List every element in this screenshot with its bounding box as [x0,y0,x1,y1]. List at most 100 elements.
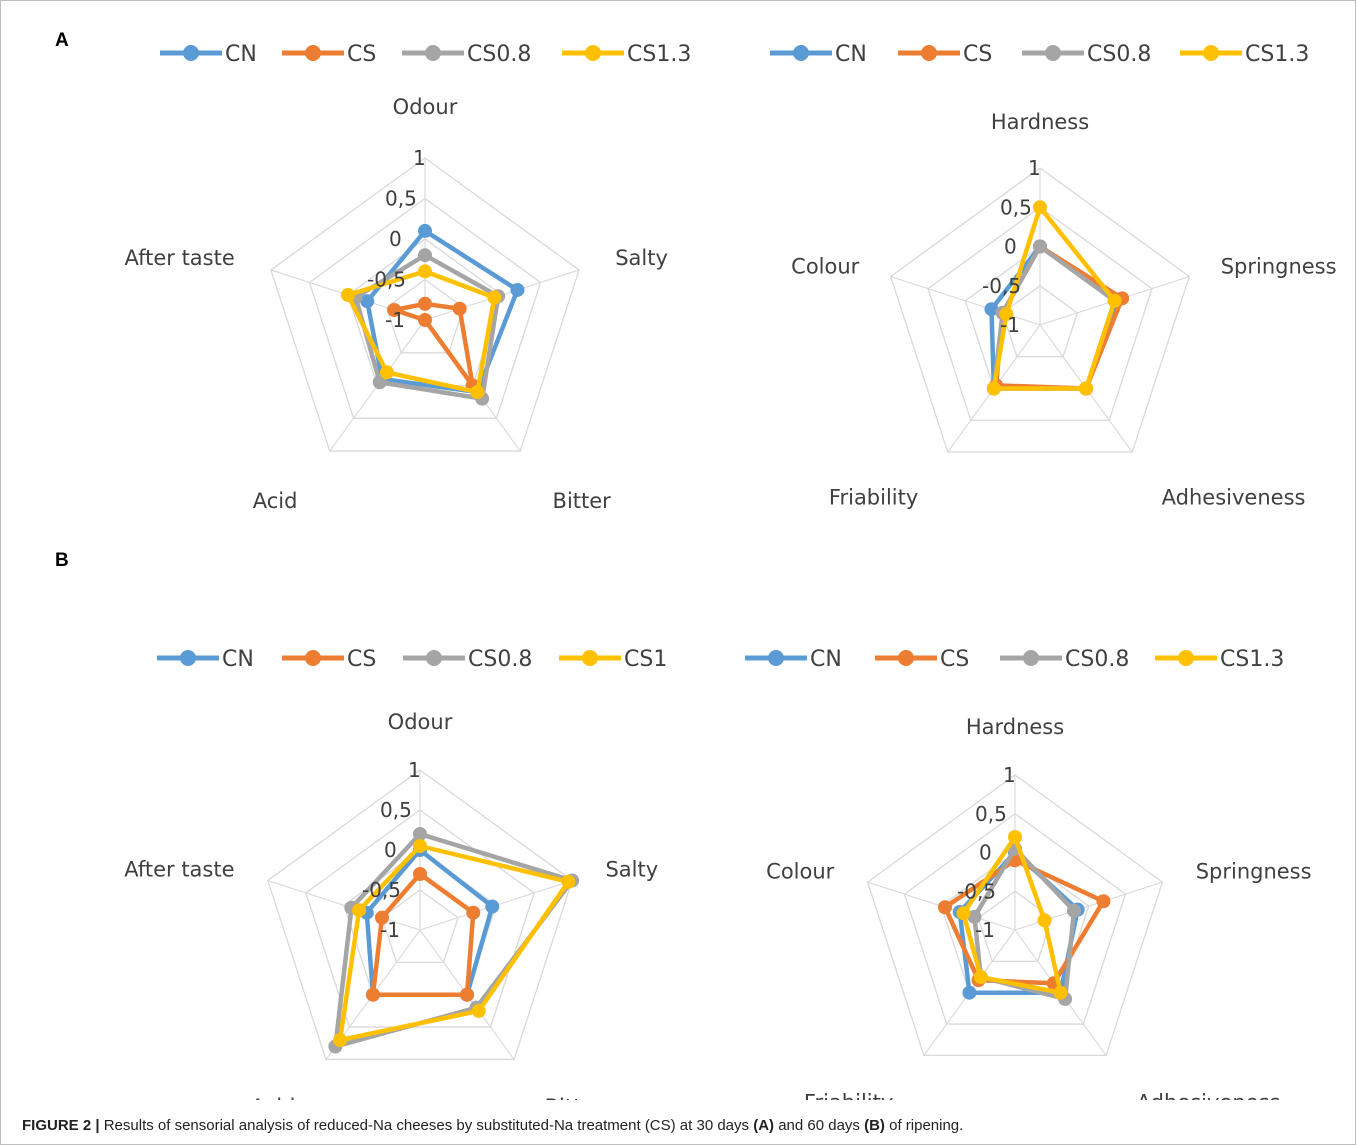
legend-item: CS1 [559,647,667,672]
axis-label: Bitter [545,1095,604,1100]
caption-text-1: Results of sensorial analysis of reduced… [99,1117,754,1134]
legend-item: CS [875,647,969,672]
legend-item: CS0.8 [1022,42,1151,67]
legend-label: CS [347,647,376,672]
data-point [487,290,502,305]
series-line [364,228,520,395]
data-point [413,827,427,841]
axis-label: Colour [766,859,835,883]
tick-label: -0,5 [982,274,1021,298]
axis-label: Springness [1221,254,1337,278]
series-line [972,846,1077,1002]
axis-label: Salty [605,858,658,882]
data-point [387,302,402,317]
data-point [1079,381,1094,396]
axis-label: Hardness [966,715,1064,739]
caption-text-3: of ripening. [884,1117,964,1134]
tick-label: 0 [389,227,402,251]
tick-label: -1 [385,308,405,332]
legend-item: CN [770,42,867,67]
legend-item: CN [160,42,257,67]
tick-label: -1 [1000,313,1020,337]
legend-label: CN [222,647,254,672]
axis-label: Friability [829,486,918,510]
grid-ring [308,197,542,419]
axis-label: Acid [253,489,298,513]
data-point [956,906,971,921]
data-point [418,223,432,238]
axis-label: Friability [804,1091,893,1100]
legend-item: CS1.3 [562,42,691,67]
tick-label: -1 [380,918,400,942]
axis-label: Hardness [991,110,1089,134]
series-line [991,205,1117,391]
data-point [365,987,380,1002]
data-point [561,874,576,889]
axis-label: Bitter [553,489,612,513]
radar-charts: 1 0,5 0 -0,5 -1 Odour Salty Bitter Acid After tas… [124,42,1337,1100]
legend-label: CS1.3 [1220,647,1284,672]
legend-marker [305,650,321,666]
figure-caption: FIGURE 2 | Results of sensorial analysis… [22,1117,963,1134]
legend-label: CN [225,42,257,67]
data-point [973,970,988,985]
data-point [1037,913,1052,928]
data-point [374,910,389,925]
axis-label: Odour [388,710,453,734]
axis-label: Adhesiveness [1162,486,1306,510]
axis-label: Colour [791,254,860,278]
data-point [418,296,432,311]
grid-ring [270,157,580,452]
data-point [470,385,485,400]
data-point [471,1003,486,1018]
legend-marker [1045,45,1061,61]
tick-label: 0 [1004,235,1017,259]
legend-item: CN [157,647,254,672]
data-point [984,302,999,317]
caption-bold-a: (A) [753,1117,775,1134]
legend-marker [305,45,321,61]
tick-label: 1 [413,146,426,170]
radar-chart-1: 1 0,5 0 -0,5 -1 Odour Salty Bitter Acid After tas… [124,42,691,513]
tick-label: 1 [1003,763,1016,787]
tick-label: 0,5 [975,802,1007,826]
radar-chart-2: 1 0,5 0 -0,5 -1 Hardness Springness Adhesivenes… [770,42,1337,510]
legend-item: CS [282,647,376,672]
legend-marker [585,45,601,61]
data-point [340,287,355,302]
legend-label: CS1.3 [1245,42,1309,67]
series-line [337,843,571,1043]
legend-item: CS [282,42,376,67]
legend-marker [1203,45,1219,61]
data-point [413,867,427,881]
legend-item: CN [745,647,842,672]
data-point [1053,985,1068,1000]
data-point [999,307,1014,322]
radar-chart-4: 1 0,5 0 -0,5 -1 Hardness Springness Adhesivenes… [745,647,1312,1100]
data-point [466,905,481,920]
legend-marker [1178,650,1194,666]
legend-label: CS [940,647,969,672]
axis-label: Adhesiveness [1137,1091,1281,1100]
axis-label: After taste [124,858,234,882]
axis-label: After taste [124,246,234,270]
tick-label: -0,5 [362,878,401,902]
tick-label: 1 [1028,156,1041,180]
data-point [1033,200,1047,215]
legend-marker [582,650,598,666]
legend-marker [1023,650,1039,666]
data-point [413,839,427,853]
tick-label: 0 [384,838,397,862]
data-point [1033,239,1047,254]
tick-label: 0,5 [380,798,412,822]
legend-marker [768,650,784,666]
data-point [418,264,432,279]
axis-label: Odour [393,95,458,119]
data-point [1096,894,1111,909]
grid-ring [903,812,1127,1025]
legend-item: CS0.8 [1000,647,1129,672]
legend-label: CS0.8 [1065,647,1129,672]
tick-label: -1 [975,918,995,942]
series-line [391,301,475,388]
